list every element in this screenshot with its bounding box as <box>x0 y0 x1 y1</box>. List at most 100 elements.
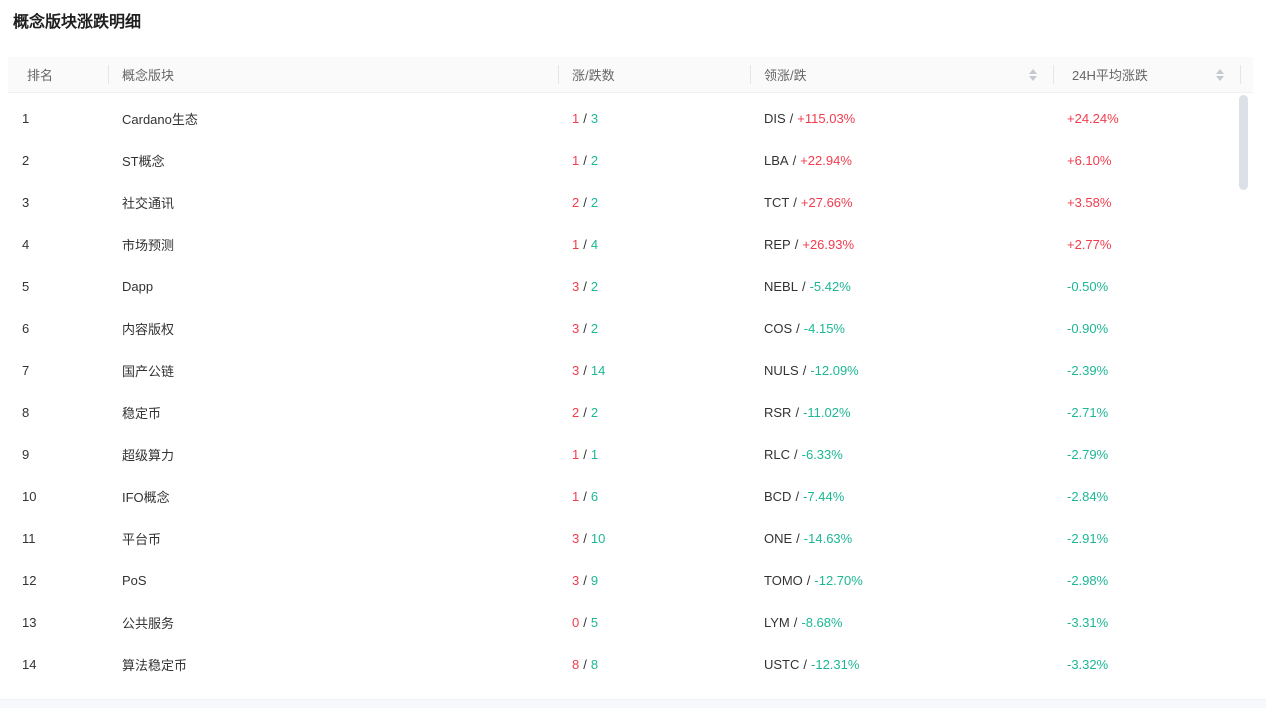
leader-cell: ONE / -14.63% <box>750 531 1053 546</box>
sector-name[interactable]: 稳定币 <box>122 405 162 421</box>
sector-name[interactable]: ST概念 <box>122 153 165 169</box>
sector-name[interactable]: 超级算力 <box>122 447 175 463</box>
sector-name[interactable]: 国产公链 <box>122 363 175 379</box>
rank-value: 5 <box>22 278 30 294</box>
table-row[interactable]: 10 IFO概念 1/6 BCD / -7.44% -2.84% <box>8 475 1253 517</box>
rank-cell: 1 <box>8 111 108 126</box>
leader-change: -12.70% <box>814 572 863 588</box>
col-header-leader[interactable]: 领涨/跌 <box>750 57 1053 92</box>
leader-symbol[interactable]: COS <box>764 320 793 336</box>
sector-cell: Cardano生态 <box>108 109 558 128</box>
sector-name[interactable]: IFO概念 <box>122 489 170 505</box>
sector-cell: 社交通讯 <box>108 193 558 212</box>
sector-name[interactable]: 社交通讯 <box>122 195 175 211</box>
table-row[interactable]: 3 社交通讯 2/2 TCT / +27.66% +3.58% <box>8 181 1253 223</box>
leader-symbol[interactable]: NULS <box>764 362 799 378</box>
table-row[interactable]: 2 ST概念 1/2 LBA / +22.94% +6.10% <box>8 139 1253 181</box>
leader-symbol[interactable]: DIS <box>764 110 786 126</box>
rank-cell: 4 <box>8 237 108 252</box>
updown-cell: 2/2 <box>558 195 750 210</box>
leader-symbol[interactable]: USTC <box>764 656 800 672</box>
sector-name[interactable]: Dapp <box>122 278 154 294</box>
updown-separator: / <box>583 152 587 168</box>
updown-separator: / <box>583 404 587 420</box>
sector-cell: PoS <box>108 573 558 588</box>
table-row[interactable]: 8 稳定币 2/2 RSR / -11.02% -2.71% <box>8 391 1253 433</box>
table-row[interactable]: 6 内容版权 3/2 COS / -4.15% -0.90% <box>8 307 1253 349</box>
fall-count: 3 <box>590 110 599 126</box>
leader-cell: TOMO / -12.70% <box>750 573 1053 588</box>
table-row[interactable]: 1 Cardano生态 1/3 DIS / +115.03% +24.24% <box>8 97 1253 139</box>
rank-value: 13 <box>22 614 37 630</box>
rank-value: 2 <box>22 152 30 168</box>
avg24h-cell: +2.77% <box>1053 237 1240 252</box>
table-row[interactable]: 12 PoS 3/9 TOMO / -12.70% -2.98% <box>8 559 1253 601</box>
rank-cell: 11 <box>8 531 108 546</box>
leader-cell: REP / +26.93% <box>750 237 1053 252</box>
rank-cell: 14 <box>8 657 108 672</box>
rank-value: 11 <box>22 530 36 546</box>
updown-cell: 1/3 <box>558 111 750 126</box>
sector-name[interactable]: 市场预测 <box>122 237 175 253</box>
updown-cell: 3/14 <box>558 363 750 378</box>
leader-symbol[interactable]: REP <box>764 236 791 252</box>
vertical-scrollbar-thumb[interactable] <box>1239 95 1248 190</box>
sector-name[interactable]: 公共服务 <box>122 615 175 631</box>
table-row[interactable]: 13 公共服务 0/5 LYM / -8.68% -3.31% <box>8 601 1253 643</box>
col-header-avg24h[interactable]: 24H平均涨跌 <box>1053 57 1240 92</box>
leader-separator: / <box>802 362 807 378</box>
col-header-updown-label: 涨/跌数 <box>572 68 615 83</box>
table-row[interactable]: 14 算法稳定币 8/8 USTC / -12.31% -3.32% <box>8 643 1253 685</box>
sector-name[interactable]: 算法稳定币 <box>122 657 188 673</box>
rank-value: 10 <box>22 488 37 504</box>
leader-change: -8.68% <box>801 614 843 630</box>
rank-cell: 5 <box>8 279 108 294</box>
avg24h-cell: -2.98% <box>1053 573 1240 588</box>
table-row[interactable]: 7 国产公链 3/14 NULS / -12.09% -2.39% <box>8 349 1253 391</box>
avg24h-cell: -2.91% <box>1053 531 1240 546</box>
sector-cell: 稳定币 <box>108 403 558 422</box>
avg-change: -3.31% <box>1067 614 1109 630</box>
sector-name[interactable]: PoS <box>122 572 147 588</box>
updown-cell: 1/4 <box>558 237 750 252</box>
leader-change: -12.09% <box>810 362 859 378</box>
sector-cell: 国产公链 <box>108 361 558 380</box>
leader-change: -12.31% <box>811 656 860 672</box>
leader-symbol[interactable]: BCD <box>764 488 792 504</box>
leader-symbol[interactable]: NEBL <box>764 278 798 294</box>
leader-separator: / <box>806 572 811 588</box>
col-header-rank-label: 排名 <box>27 68 54 83</box>
leader-symbol[interactable]: LBA <box>764 152 789 168</box>
sector-name[interactable]: Cardano生态 <box>122 111 198 127</box>
leader-symbol[interactable]: RSR <box>764 404 792 420</box>
rank-cell: 10 <box>8 489 108 504</box>
leader-symbol[interactable]: TOMO <box>764 572 803 588</box>
sector-name[interactable]: 平台币 <box>122 531 162 547</box>
leader-symbol[interactable]: LYM <box>764 614 790 630</box>
leader-cell: USTC / -12.31% <box>750 657 1053 672</box>
table-header: 排名 概念版块 涨/跌数 领涨/跌 24H平均涨跌 <box>8 57 1253 93</box>
col-header-sector-label: 概念版块 <box>122 68 175 83</box>
table-row[interactable]: 11 平台币 3/10 ONE / -14.63% -2.91% <box>8 517 1253 559</box>
sort-icon[interactable] <box>1029 68 1037 81</box>
sector-name[interactable]: 内容版权 <box>122 321 175 337</box>
fall-count: 2 <box>590 194 599 210</box>
leader-change: -5.42% <box>809 278 851 294</box>
rise-count: 1 <box>572 110 580 126</box>
leader-symbol[interactable]: RLC <box>764 446 791 462</box>
table-row[interactable]: 5 Dapp 3/2 NEBL / -5.42% -0.50% <box>8 265 1253 307</box>
avg24h-cell: -2.79% <box>1053 447 1240 462</box>
leader-symbol[interactable]: ONE <box>764 530 793 546</box>
leader-cell: RSR / -11.02% <box>750 405 1053 420</box>
leader-symbol[interactable]: TCT <box>764 194 790 210</box>
leader-cell: TCT / +27.66% <box>750 195 1053 210</box>
rise-count: 3 <box>572 572 580 588</box>
sector-cell: 超级算力 <box>108 445 558 464</box>
updown-separator: / <box>583 446 587 462</box>
rank-value: 8 <box>22 404 30 420</box>
sort-icon[interactable] <box>1216 68 1224 81</box>
table-row[interactable]: 9 超级算力 1/1 RLC / -6.33% -2.79% <box>8 433 1253 475</box>
avg24h-cell: -2.84% <box>1053 489 1240 504</box>
fall-count: 1 <box>590 446 599 462</box>
table-row[interactable]: 4 市场预测 1/4 REP / +26.93% +2.77% <box>8 223 1253 265</box>
